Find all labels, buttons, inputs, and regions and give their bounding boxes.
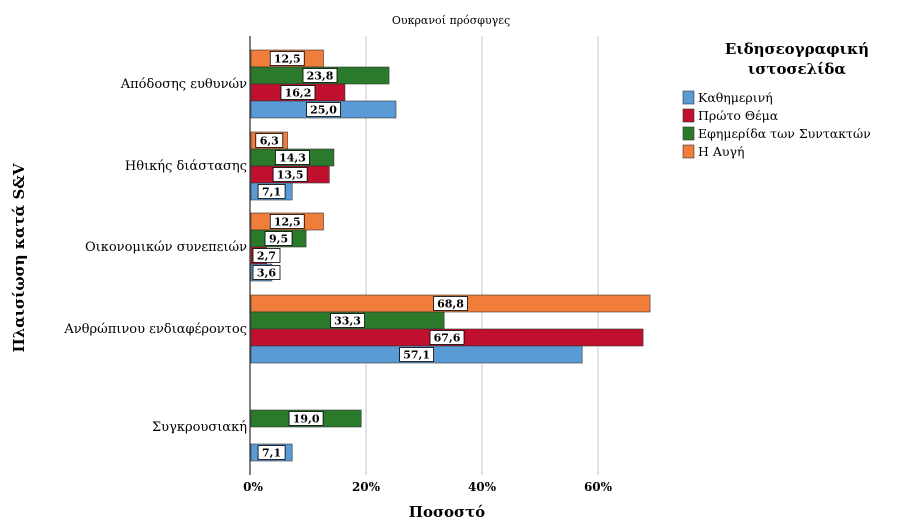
legend-item-εφημερίδα-των-συντακτών: Εφημερίδα των Συντακτών bbox=[682, 126, 871, 141]
legend-swatch bbox=[682, 90, 695, 105]
category-labels: Απόδοσης ευθυνών Ηθικής διάστασης Οικονομι… bbox=[63, 77, 247, 435]
legend-title-line-1: ιστοσελίδα bbox=[748, 60, 846, 78]
data-label-πρώτο-θέμα-2: 2,7 bbox=[252, 248, 281, 263]
data-label-εφημερίδα-των-συντακτών-2: 9,5 bbox=[264, 231, 293, 246]
data-label-καθημερινή-3: 57,1 bbox=[399, 347, 434, 362]
svg-text:9,5: 9,5 bbox=[269, 233, 288, 246]
data-label-η-αυγή-1: 6,3 bbox=[255, 133, 284, 148]
svg-text:19,0: 19,0 bbox=[293, 413, 320, 426]
data-label-καθημερινή-4: 7,1 bbox=[257, 445, 286, 460]
data-label-εφημερίδα-των-συντακτών-3: 33,3 bbox=[330, 313, 365, 328]
data-label-η-αυγή-3: 68,8 bbox=[433, 296, 468, 311]
x-tick-labels: 0% 20% 40% 60% bbox=[243, 480, 613, 494]
legend-label: Εφημερίδα των Συντακτών bbox=[698, 126, 871, 141]
legend-label: Καθημερινή bbox=[698, 90, 773, 105]
svg-text:12,5: 12,5 bbox=[274, 216, 301, 229]
svg-text:13,5: 13,5 bbox=[277, 169, 304, 182]
y-axis-title: Πλαισίωση κατά S&V bbox=[10, 163, 28, 352]
x-axis-title: Ποσοστό bbox=[409, 503, 485, 521]
legend-label: Πρώτο Θέμα bbox=[698, 108, 779, 123]
data-label-εφημερίδα-των-συντακτών-4: 19,0 bbox=[288, 411, 324, 426]
data-label-πρώτο-θέμα-0: 16,2 bbox=[280, 85, 316, 100]
category-label-1: Ηθικής διάστασης bbox=[125, 159, 247, 174]
svg-text:23,8: 23,8 bbox=[307, 70, 334, 83]
category-label-4: Συγκρουσιακή bbox=[152, 420, 247, 435]
svg-text:3,6: 3,6 bbox=[257, 267, 276, 280]
svg-text:2,7: 2,7 bbox=[257, 250, 276, 263]
legend-swatch bbox=[682, 126, 695, 141]
data-label-η-αυγή-0: 12,5 bbox=[269, 51, 305, 66]
legend-title-line-0: Ειδησεογραφική bbox=[725, 40, 869, 58]
legend-item-πρώτο-θέμα: Πρώτο Θέμα bbox=[682, 108, 779, 123]
legend-swatch bbox=[682, 108, 695, 123]
data-label-πρώτο-θέμα-3: 67,6 bbox=[429, 330, 465, 345]
data-label-εφημερίδα-των-συντακτών-0: 23,8 bbox=[302, 68, 338, 83]
x-tick-60: 60% bbox=[584, 480, 613, 494]
svg-text:14,3: 14,3 bbox=[279, 152, 306, 165]
data-label-η-αυγή-2: 12,5 bbox=[269, 214, 305, 229]
svg-text:67,6: 67,6 bbox=[434, 332, 461, 345]
category-label-0: Απόδοσης ευθυνών bbox=[120, 77, 247, 92]
svg-text:12,5: 12,5 bbox=[274, 53, 301, 66]
data-labels: 12,5 23,8 16,2 25,0 6,314,3 13,5 7,1 12,5 9,5 2,7… bbox=[252, 51, 468, 460]
svg-text:57,1: 57,1 bbox=[403, 349, 430, 362]
svg-text:7,1: 7,1 bbox=[262, 447, 281, 460]
svg-text:33,3: 33,3 bbox=[334, 315, 361, 328]
svg-text:25,0: 25,0 bbox=[310, 104, 337, 117]
gridlines bbox=[365, 36, 599, 475]
svg-text:16,2: 16,2 bbox=[285, 87, 312, 100]
legend-label: Η Αυγή bbox=[698, 144, 744, 159]
svg-text:6,3: 6,3 bbox=[260, 135, 279, 148]
data-label-εφημερίδα-των-συντακτών-1: 14,3 bbox=[275, 150, 310, 165]
svg-text:68,8: 68,8 bbox=[437, 298, 464, 311]
legend-swatch bbox=[682, 144, 695, 159]
x-tick-40: 40% bbox=[468, 480, 497, 494]
data-label-πρώτο-θέμα-1: 13,5 bbox=[272, 167, 308, 182]
category-label-2: Οικονομικών συνεπειών bbox=[85, 240, 247, 255]
x-tick-20: 20% bbox=[352, 480, 381, 494]
data-label-καθημερινή-0: 25,0 bbox=[306, 102, 341, 117]
category-label-3: Ανθρώπινου ενδιαφέροντος bbox=[63, 322, 247, 337]
legend: Ειδησεογραφική ιστοσελίδα Καθημερινή Πρώτο … bbox=[682, 40, 871, 159]
data-label-καθημερινή-2: 3,6 bbox=[252, 265, 281, 280]
svg-text:7,1: 7,1 bbox=[262, 186, 281, 199]
chart-title: Ουκρανοί πρόσφυγες bbox=[392, 14, 510, 27]
legend-item-η-αυγή: Η Αυγή bbox=[682, 144, 744, 159]
legend-item-καθημερινή: Καθημερινή bbox=[682, 90, 773, 105]
x-tick-0: 0% bbox=[243, 480, 263, 494]
data-label-καθημερινή-1: 7,1 bbox=[257, 184, 286, 199]
